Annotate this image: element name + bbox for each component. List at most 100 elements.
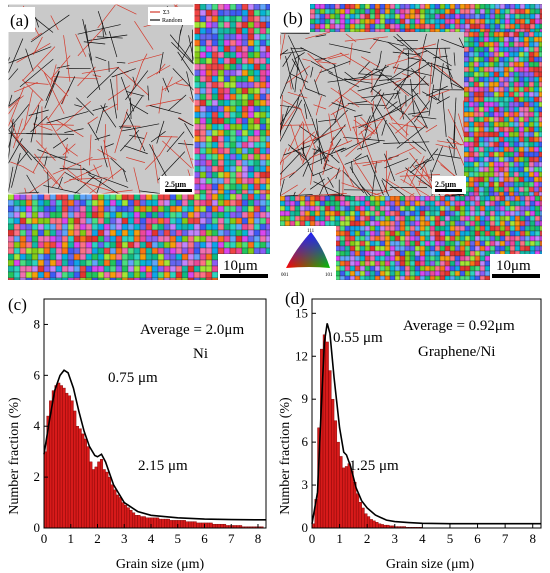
random-boundary [344,71,356,81]
random-boundary [334,97,343,123]
grain-cell [259,39,267,47]
grain-cell [19,199,27,207]
grain-cell [538,61,542,68]
grain-cell [419,255,426,262]
histogram-bar [158,518,162,529]
grain-cell [524,28,531,33]
grain-cell [404,18,411,25]
grain-cell [508,101,515,108]
grain-cell [524,210,531,217]
grain-cell [364,245,371,252]
grain-cell [13,271,21,279]
grain-cell [503,176,510,183]
grain-cell [463,41,470,48]
grain-cell [265,51,270,59]
grain-cell [469,240,476,247]
grain-cell [199,45,207,53]
grain-cell [498,36,505,43]
random-boundary [167,94,187,112]
sigma3-boundary [62,144,68,171]
x-tick-label: 8 [529,531,536,546]
random-boundary [26,174,39,195]
random-boundary [314,79,320,96]
scale-bar-inset-b: 2.5μm [432,176,466,194]
grain-cell [468,156,475,163]
grain-cell [504,4,511,10]
sigma3-boundary [32,147,47,173]
grain-cell [523,46,530,53]
grain-cell [259,45,267,53]
random-boundary [119,96,143,129]
grain-cell [538,111,542,118]
grain-cell [389,275,396,280]
grain-cell [474,4,481,10]
grain-cell [217,27,225,35]
grain-cell [37,259,45,267]
grain-cell [67,235,75,243]
grain-cell [463,96,470,103]
grain-cell [344,235,351,242]
grain-cell [459,255,466,262]
grain-cell [463,81,470,88]
grain-cell [389,23,396,30]
grain-cell [478,31,485,38]
grain-cell [169,229,177,237]
random-boundary [378,71,414,98]
grain-cell [454,220,461,227]
grain-cell [493,56,500,63]
grain-cell [473,66,480,73]
random-boundary [313,147,321,155]
grain-cell [223,217,231,225]
grain-cell [253,33,261,41]
grain-cell [483,146,490,153]
grain-cell [518,86,525,93]
grain-cell [354,220,361,227]
sigma3-boundary [43,169,58,185]
grain-cell [484,215,491,222]
grain-cell [493,81,500,88]
grain-cell [193,69,201,77]
grain-cell [534,225,541,232]
grain-cell [479,195,486,202]
grain-cell [379,225,386,232]
random-boundary [291,58,300,71]
grain-cell [19,259,27,267]
x-tick-label: 4 [148,531,155,546]
grain-cell [463,56,470,63]
grain-cell [339,23,346,30]
histogram-bar [355,493,360,529]
grain-cell [463,91,470,98]
grain-cell [55,211,63,219]
grain-cell [91,229,99,237]
random-boundary [353,114,363,118]
grain-cell [354,275,361,280]
grain-cell [498,156,505,163]
grain-cell [187,247,195,255]
grain-cell [181,229,189,237]
grain-cell [61,229,69,237]
grain-cell [468,181,475,188]
grain-cell [235,183,243,191]
grain-cell [518,121,525,128]
grain-cell [434,240,441,247]
grain-cell [479,18,486,25]
boundary-legend: Σ3 Random [148,7,194,25]
grain-cell [91,211,99,219]
grain-cell [503,166,510,173]
grain-cell [404,215,411,222]
grain-cell [369,13,376,20]
grain-cell [488,176,495,183]
grain-cell [523,31,530,38]
grain-cell [429,215,436,222]
grain-cell [434,195,441,202]
sigma3-boundary [17,98,43,138]
random-boundary [427,62,452,71]
grain-cell [468,61,475,68]
grain-cell [127,229,135,237]
grain-cell [247,223,255,231]
grain-cell [121,235,129,243]
x-axis-label-c: Grain size (μm) [116,557,205,572]
grain-cell [229,147,237,155]
grain-cell [499,195,506,202]
grain-cell [364,250,371,257]
